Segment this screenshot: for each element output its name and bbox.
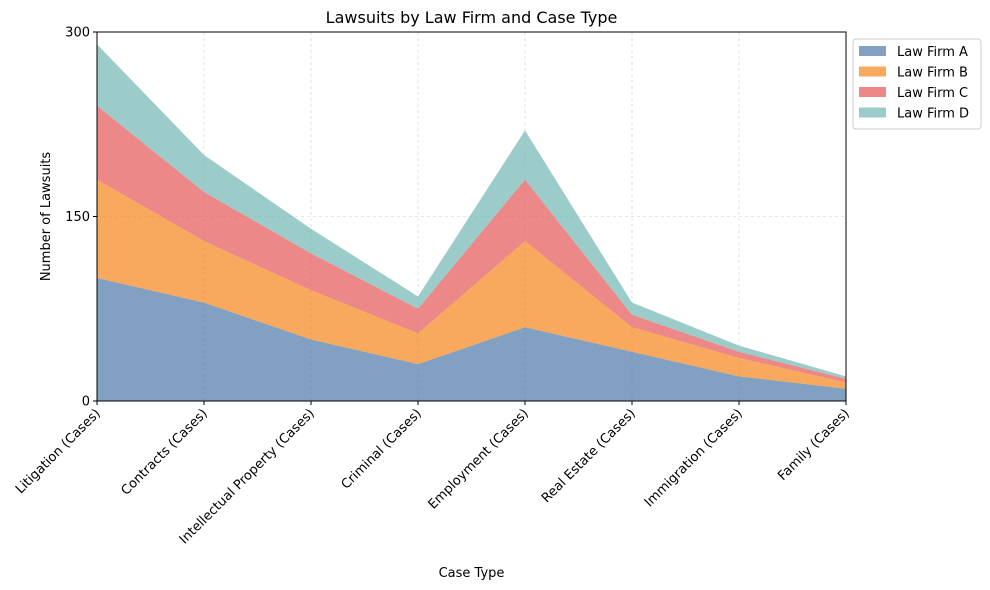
x-tick-label: Family (Cases) — [775, 406, 853, 484]
y-tick-label: 300 — [65, 26, 90, 41]
x-tick-label: Criminal (Cases) — [339, 406, 425, 492]
x-axis: Litigation (Cases) Contracts (Cases)Intel… — [13, 401, 853, 547]
x-tick-label: Real Estate (Cases) — [539, 406, 639, 506]
legend-swatch — [859, 107, 886, 118]
area-series-4 — [97, 44, 846, 379]
x-axis-label: Case Type — [439, 566, 505, 581]
chart-title: Lawsuits by Law Firm and Case Type — [326, 8, 618, 27]
area-series-1 — [97, 278, 846, 401]
y-tick-label: 0 — [82, 395, 90, 410]
legend-label: Law Firm B — [897, 66, 968, 81]
legend-label: Law Firm C — [897, 86, 968, 101]
legend-swatch — [859, 66, 886, 77]
y-tick-label: 150 — [65, 210, 90, 225]
legend-swatch — [859, 46, 886, 56]
x-tick-label: Contracts (Cases) — [119, 406, 211, 498]
legend-label: Law Firm D — [897, 107, 969, 122]
legend: Law Firm A Law Firm B Law Firm C Law Firm D — [852, 38, 982, 130]
legend-label: Law Firm A — [897, 45, 968, 60]
area-series-2 — [97, 179, 846, 389]
x-tick-label: Employment (Cases) — [426, 406, 532, 512]
x-tick-label: Litigation (Cases) — [13, 406, 104, 497]
legend-frame — [852, 38, 982, 130]
y-axis: 0 150 300 — [65, 26, 97, 410]
legend-swatch — [859, 87, 886, 97]
y-axis-label: Number of Lawsuits — [39, 152, 54, 282]
x-tick-label: Immigration (Cases) — [642, 406, 746, 510]
stacked-areas — [97, 44, 846, 401]
